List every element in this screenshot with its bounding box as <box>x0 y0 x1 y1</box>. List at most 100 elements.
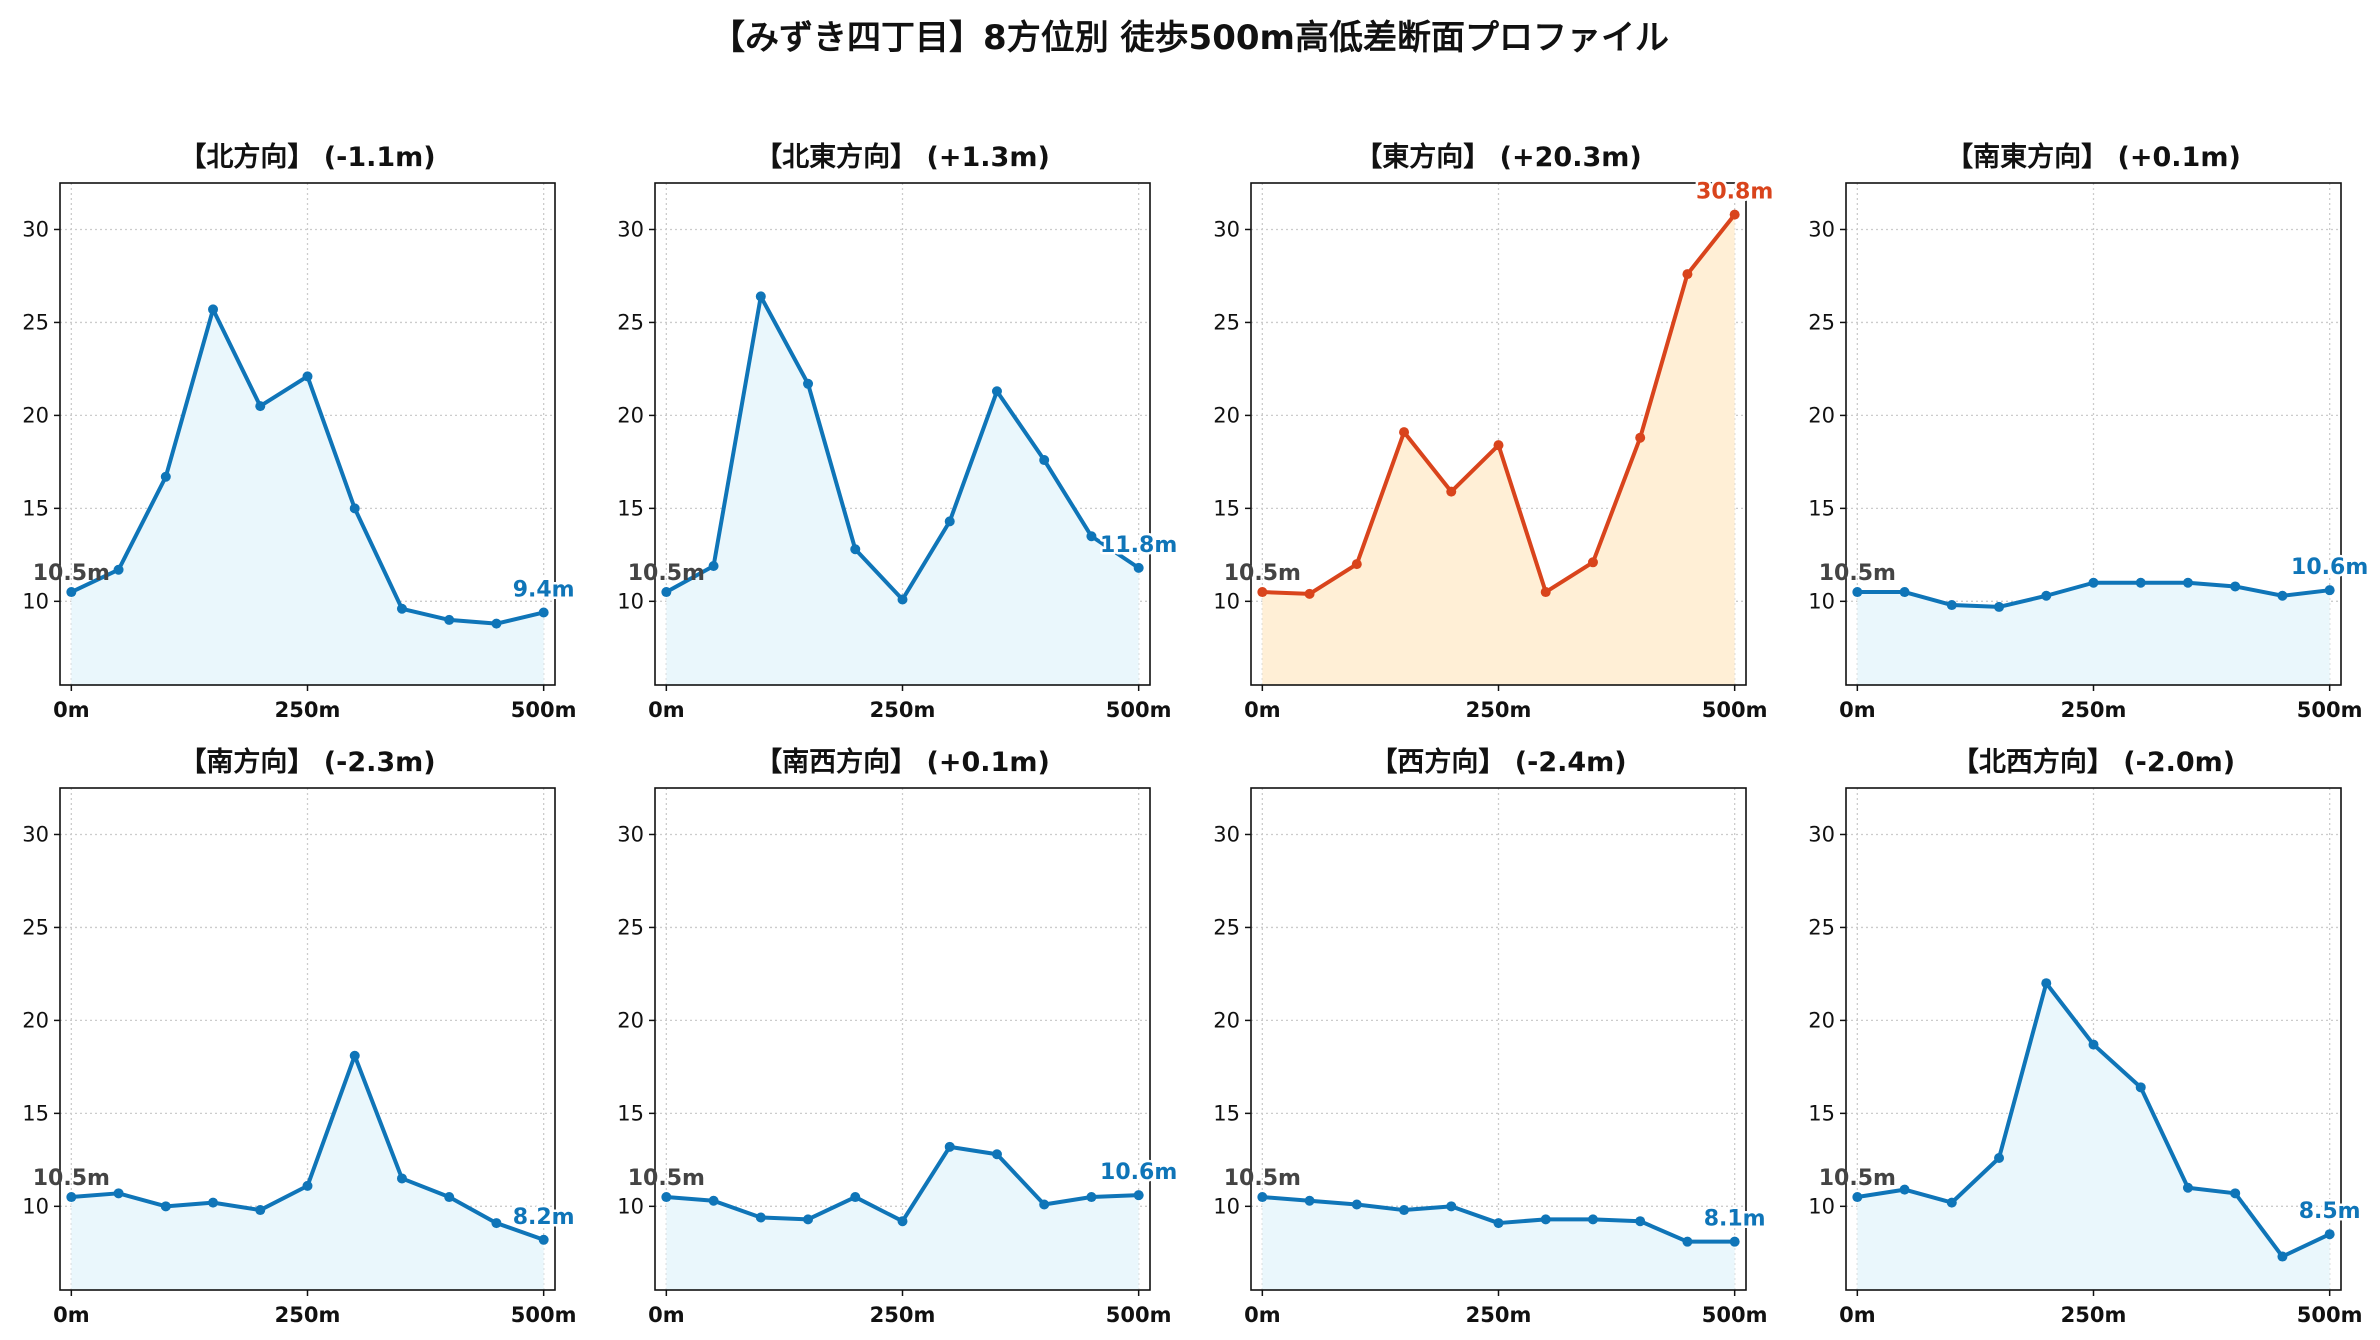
y-tick-label: 30 <box>1213 217 1240 241</box>
chart-title: 【南方向】 (-2.3m) <box>179 746 435 778</box>
x-tick-label: 0m <box>1244 1303 1281 1327</box>
y-tick-label: 10 <box>1808 1194 1835 1218</box>
data-point <box>2230 581 2241 592</box>
data-point <box>255 401 266 412</box>
data-point <box>944 1141 955 1152</box>
start-elevation-label: 10.5m <box>33 1166 110 1191</box>
data-point <box>302 1180 313 1191</box>
data-point <box>66 1192 77 1203</box>
data-point <box>897 594 908 605</box>
data-point <box>1852 1192 1863 1203</box>
data-point <box>1994 601 2005 612</box>
x-tick-label: 250m <box>2061 698 2127 722</box>
start-elevation-label: 10.5m <box>1224 1166 1301 1191</box>
data-point <box>1899 1184 1910 1195</box>
data-point <box>1729 1236 1740 1247</box>
data-point <box>850 1192 861 1203</box>
data-point <box>1540 587 1551 598</box>
x-tick-label: 250m <box>870 698 936 722</box>
data-point <box>2135 577 2146 588</box>
profile-chart-0: 【北方向】 (-1.1m) 10 15 20 25 30 0m 250m 500m 10.5m 9.… <box>22 141 577 722</box>
y-tick-label: 25 <box>1808 915 1835 939</box>
data-point <box>1729 209 1740 220</box>
x-tick-label: 0m <box>648 1303 685 1327</box>
end-elevation-label: 30.8m <box>1696 180 1773 205</box>
data-point <box>1852 587 1863 598</box>
x-tick-label: 0m <box>53 1303 90 1327</box>
data-point <box>66 587 77 598</box>
y-tick-label: 20 <box>1213 1008 1240 1032</box>
data-point <box>1635 1216 1646 1227</box>
data-point <box>1086 1192 1097 1203</box>
x-tick-label: 250m <box>1466 1303 1532 1327</box>
data-point <box>850 544 861 555</box>
data-point <box>2088 1039 2099 1050</box>
profile-chart-6: 【西方向】 (-2.4m) 10 15 20 25 30 0m 250m 500m 10.5m 8.… <box>1213 746 1768 1327</box>
data-point <box>1493 440 1504 451</box>
y-tick-label: 15 <box>22 1101 49 1125</box>
y-tick-label: 20 <box>1213 403 1240 427</box>
x-tick-label: 500m <box>1702 698 1768 722</box>
chart-title: 【東方向】 (+20.3m) <box>1355 141 1641 173</box>
data-point <box>1351 1199 1362 1210</box>
data-point <box>2324 585 2335 596</box>
x-tick-label: 500m <box>2297 1303 2363 1327</box>
y-tick-label: 25 <box>22 310 49 334</box>
y-tick-label: 10 <box>617 589 644 613</box>
x-tick-label: 0m <box>1839 698 1876 722</box>
end-elevation-label: 8.5m <box>2299 1199 2361 1224</box>
x-tick-label: 250m <box>1466 698 1532 722</box>
y-tick-label: 20 <box>1808 1008 1835 1032</box>
y-tick-label: 15 <box>617 1101 644 1125</box>
data-point <box>208 1197 219 1208</box>
data-point <box>113 564 124 575</box>
y-tick-label: 25 <box>1808 310 1835 334</box>
end-elevation-label: 10.6m <box>2291 555 2368 580</box>
y-tick-label: 15 <box>617 496 644 520</box>
data-point <box>1039 1199 1050 1210</box>
data-point <box>1446 1201 1457 1212</box>
data-point <box>2277 590 2288 601</box>
chart-title: 【北方向】 (-1.1m) <box>179 141 435 173</box>
data-point <box>2324 1229 2335 1240</box>
profile-chart-1: 【北東方向】 (+1.3m) 10 15 20 25 30 0m 250m 500m 10.5m 1… <box>617 141 1180 722</box>
data-point <box>2182 1182 2193 1193</box>
start-elevation-label: 10.5m <box>1224 561 1301 586</box>
y-tick-label: 30 <box>1808 822 1835 846</box>
chart-title: 【西方向】 (-2.4m) <box>1370 746 1626 778</box>
profile-chart-7: 【北西方向】 (-2.0m) 10 15 20 25 30 0m 250m 500m 10.5m 8… <box>1808 746 2363 1327</box>
data-point <box>1399 427 1410 438</box>
x-tick-label: 250m <box>870 1303 936 1327</box>
y-tick-label: 15 <box>1213 1101 1240 1125</box>
y-tick-label: 20 <box>1808 403 1835 427</box>
data-point <box>897 1216 908 1227</box>
data-point <box>2041 978 2052 989</box>
data-point <box>1946 600 1957 611</box>
chart-title: 【南西方向】 (+0.1m) <box>755 746 1050 778</box>
end-elevation-label: 8.1m <box>1704 1207 1766 1232</box>
data-point <box>944 516 955 527</box>
data-point <box>755 291 766 302</box>
y-tick-label: 15 <box>1213 496 1240 520</box>
data-point <box>1493 1218 1504 1229</box>
profile-chart-2: 【東方向】 (+20.3m) 10 15 20 25 30 0m 250m 500m 10.5m 3… <box>1213 141 1776 722</box>
chart-title: 【北東方向】 (+1.3m) <box>755 141 1050 173</box>
data-point <box>396 1173 407 1184</box>
data-point <box>1399 1205 1410 1216</box>
y-tick-label: 10 <box>1213 1194 1240 1218</box>
data-point <box>2277 1251 2288 1262</box>
x-tick-label: 500m <box>511 698 577 722</box>
y-tick-label: 15 <box>1808 496 1835 520</box>
data-point <box>2135 1082 2146 1093</box>
y-tick-label: 20 <box>617 403 644 427</box>
data-point <box>538 607 549 618</box>
start-elevation-label: 10.5m <box>33 561 110 586</box>
data-point <box>991 1149 1002 1160</box>
y-tick-label: 10 <box>617 1194 644 1218</box>
figure-title: 【みずき四丁目】8方位別 徒歩500m高低差断面プロファイル <box>711 18 1669 58</box>
data-point <box>1133 562 1144 573</box>
data-point <box>1682 1236 1693 1247</box>
data-point <box>1304 1195 1315 1206</box>
x-tick-label: 500m <box>2297 698 2363 722</box>
